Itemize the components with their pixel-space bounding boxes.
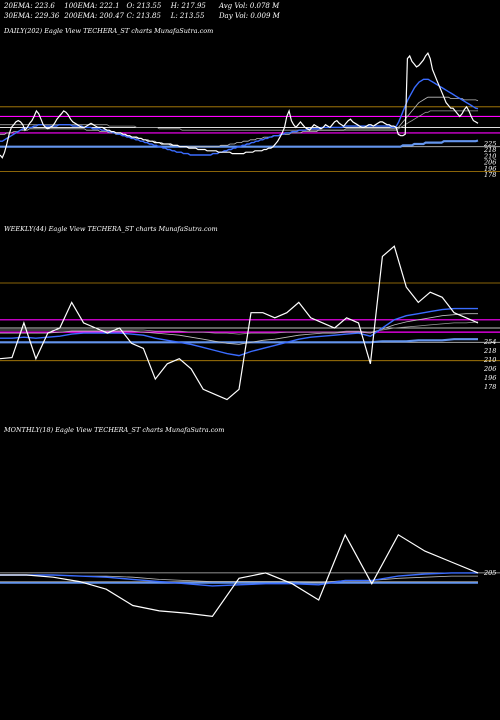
price-label-196: 196 bbox=[484, 165, 496, 173]
price-label-178: 178 bbox=[484, 383, 496, 391]
ema20-line bbox=[0, 307, 478, 357]
close-readout: C: 213.85 bbox=[126, 12, 161, 20]
ema100-line bbox=[0, 321, 479, 335]
avg-vol-readout: Avg Vol: 0.078 M bbox=[218, 2, 280, 10]
ema200-readout: 200EMA: 200.47 bbox=[64, 12, 125, 20]
ema100-line bbox=[0, 110, 479, 131]
weekly-chart-title: WEEKLY(44) Eagle View TECHERA_ST charts … bbox=[4, 225, 218, 233]
price-label-205: 205 bbox=[483, 569, 496, 577]
price-line bbox=[0, 51, 479, 159]
ema200-line bbox=[0, 139, 479, 148]
price-label-225: 225 bbox=[483, 140, 496, 148]
price-label-206: 206 bbox=[483, 159, 496, 167]
indicator-row-2: 30EMA: 229.36 200EMA: 200.47 C: 213.85 L… bbox=[4, 12, 280, 20]
price-label-178: 178 bbox=[484, 171, 496, 179]
low-readout: L: 213.55 bbox=[170, 12, 205, 20]
price-label-218: 218 bbox=[483, 347, 496, 355]
daily-chart-title: DAILY(202) Eagle View TECHERA_ST charts … bbox=[4, 27, 214, 35]
ema30-readout: 30EMA: 229.36 bbox=[4, 12, 60, 20]
price-line bbox=[0, 533, 479, 617]
ema20-readout: 20EMA: 223.6 bbox=[4, 2, 55, 10]
ema30-line bbox=[0, 96, 479, 148]
price-label-218: 218 bbox=[483, 146, 496, 154]
ema20-line bbox=[0, 572, 478, 587]
price-label-206: 206 bbox=[483, 365, 496, 373]
price-label-196: 196 bbox=[484, 374, 496, 382]
ema30-line bbox=[0, 313, 478, 345]
ema100-readout: 100EMA: 222.1 bbox=[64, 2, 120, 10]
day-vol-readout: Day Vol: 0.009 M bbox=[218, 12, 280, 20]
indicator-row-1: 20EMA: 223.6 100EMA: 222.1 O: 213.55 H: … bbox=[4, 2, 279, 10]
open-readout: O: 213.55 bbox=[126, 2, 162, 10]
high-readout: H: 217.95 bbox=[170, 2, 206, 10]
monthly-chart: 205 bbox=[0, 533, 500, 617]
price-label-210: 210 bbox=[483, 356, 496, 364]
ema200-line bbox=[0, 338, 478, 344]
price-label-254: 254 bbox=[483, 338, 496, 346]
monthly-chart-title: MONTHLY(18) Eagle View TECHERA_ST charts… bbox=[4, 426, 225, 434]
price-label-210: 210 bbox=[483, 152, 496, 160]
price-line bbox=[0, 245, 479, 401]
